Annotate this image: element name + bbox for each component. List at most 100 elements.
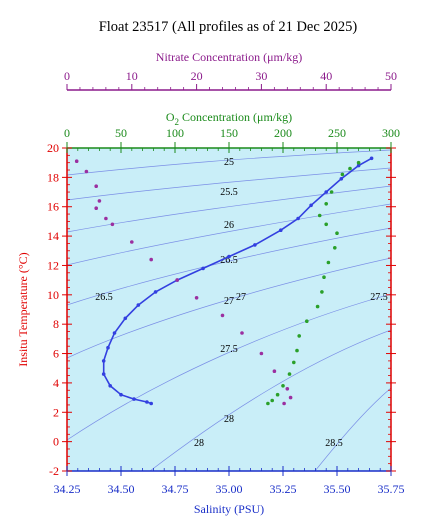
chart-title: Float 23517 (All profiles as of 21 Dec 2… [99,19,358,35]
oxygen-tick-label: 250 [328,126,346,140]
x-tick-label: 35.00 [216,482,243,496]
density-line [67,293,391,441]
nitrate-tick-label: 30 [255,69,267,83]
x-axis-title: Salinity (PSU) [194,502,264,516]
y-tick-label: 0 [53,435,59,449]
density-label: 27 [236,292,246,303]
series-oxygen-point [333,246,337,250]
density-line [314,387,391,471]
y-tick-label: 20 [47,141,59,155]
y-tick-label: 8 [53,317,59,331]
series-oxygen-point [340,172,345,177]
series-nitrate-point [74,159,79,163]
density-line [149,329,391,471]
series-oxygen-point [295,348,299,353]
oxygen-tick-label: 200 [274,126,292,140]
series-salinity-point [149,401,153,406]
series-oxygen-point [270,398,275,403]
series-nitrate-point [149,257,153,262]
series-nitrate-point [272,369,277,374]
series-oxygen-point [297,334,302,338]
series-salinity-point [279,228,283,232]
series-salinity-point [136,303,141,307]
plot-area [67,148,391,471]
nitrate-tick-label: 50 [385,69,397,83]
series-oxygen-point [356,160,361,165]
series-oxygen-point [335,231,339,235]
series-salinity-point [101,359,106,363]
series-salinity-point [101,372,106,376]
series-oxygen-point [324,202,329,206]
oxygen-axis-title-prefix: O [166,110,175,124]
series-oxygen-point [326,260,331,265]
density-line [67,167,391,201]
density-label: 26.5 [95,292,113,303]
series-nitrate-point [130,240,134,244]
series-salinity-point [227,254,231,259]
x-tick-label: 35.50 [324,482,351,496]
density-line [67,149,391,176]
series-oxygen-point [322,275,326,280]
oxygen-tick-label: 0 [64,126,70,140]
density-label: 27.5 [220,344,238,355]
series-nitrate-point [94,184,98,188]
density-label: 28 [194,438,204,449]
density-label: 26 [224,220,234,231]
density-label: 28.5 [325,438,343,449]
series-nitrate-point [104,216,108,221]
density-label: 25.5 [220,187,238,198]
y-tick-label: 10 [47,288,59,302]
series-salinity-point [356,163,361,168]
nitrate-tick-label: 0 [64,69,70,83]
y-tick-label: 16 [47,200,59,214]
x-tick-label: 34.25 [54,482,81,496]
oxygen-tick-label: 150 [220,126,238,140]
series-nitrate-point [288,395,293,400]
series-oxygen-point [329,190,334,194]
series-nitrate-point [194,296,199,300]
series-oxygen-point [348,166,352,171]
series-oxygen-point [266,401,270,406]
x-tick-label: 34.75 [162,482,189,496]
series-nitrate-point [259,351,264,356]
series-oxygen-point [317,213,322,218]
density-label: 25 [224,157,234,168]
oxygen-tick-label: 100 [166,126,184,140]
series-nitrate-point [97,199,102,203]
y-tick-label: 4 [53,376,59,390]
series-salinity-point [309,203,313,208]
y-tick-label: 2 [53,405,59,419]
series-oxygen-point [315,304,320,309]
density-line [67,185,391,233]
series-oxygen-point [320,290,324,294]
series-nitrate-point [220,313,225,318]
y-tick-label: 14 [47,229,59,243]
x-tick-label: 35.25 [270,482,297,496]
series-salinity-point [201,266,205,271]
series-salinity-point [132,397,136,401]
series-oxygen-point [292,360,296,365]
y-tick-label: -2 [49,464,59,478]
y-tick-label: 6 [53,347,59,361]
data-layer [74,156,374,406]
series-nitrate-point [240,331,244,335]
oxygen-tick-label: 300 [382,126,400,140]
series-salinity-point [119,392,123,397]
series-salinity-point [153,290,158,294]
oxygen-tick-label: 50 [115,126,127,140]
series-oxygen-point [287,372,292,376]
series-nitrate-point [285,387,290,391]
series-nitrate-point [94,206,98,210]
series-salinity-point [253,243,257,247]
nitrate-tick-label: 20 [191,69,203,83]
series-nitrate-point [282,401,286,406]
y-tick-label: 18 [47,170,59,184]
density-label: 28 [224,414,234,425]
series-nitrate-point [175,278,179,282]
series-salinity-point [108,384,112,388]
nitrate-tick-label: 10 [126,69,138,83]
density-lines [67,149,391,471]
series-salinity-point [339,177,344,181]
